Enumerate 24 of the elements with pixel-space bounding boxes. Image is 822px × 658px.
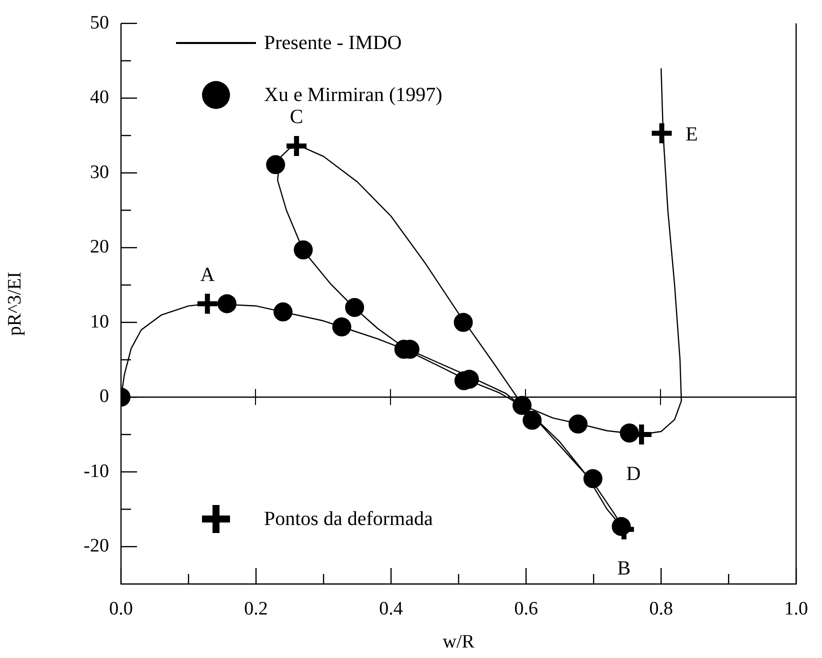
legend-label: Xu e Mirmiran (1997) — [264, 84, 442, 107]
x-axis-title: w/R — [442, 632, 475, 653]
legend-label: Pontos da deformada — [264, 508, 433, 530]
annotation: A — [200, 264, 216, 286]
x-tick-label: 0.4 — [379, 598, 404, 620]
y-tick-label: -20 — [84, 536, 109, 557]
x-tick-label: 0.8 — [649, 598, 673, 620]
y-tick-label: 10 — [90, 311, 109, 332]
x-tick-label: 0.6 — [514, 598, 538, 620]
y-tick-label: 50 — [90, 12, 109, 34]
annotation: D — [626, 462, 641, 485]
annotation: C — [290, 106, 304, 128]
y-tick-label: -10 — [84, 460, 109, 482]
annotation: E — [686, 124, 698, 146]
y-tick-label: 0 — [100, 386, 109, 408]
y-tick-label: 30 — [90, 162, 109, 183]
x-tick-label: 0.0 — [109, 598, 133, 620]
x-tick-label: 0.2 — [244, 598, 268, 620]
y-tick-label: 20 — [90, 236, 109, 258]
x-tick-label: 1.0 — [784, 598, 808, 620]
legend-label: Presente - IMDO — [264, 32, 402, 55]
y-axis-title: pR^3/EI — [4, 272, 26, 336]
annotation: B — [617, 558, 631, 580]
y-tick-label: 40 — [90, 87, 109, 108]
